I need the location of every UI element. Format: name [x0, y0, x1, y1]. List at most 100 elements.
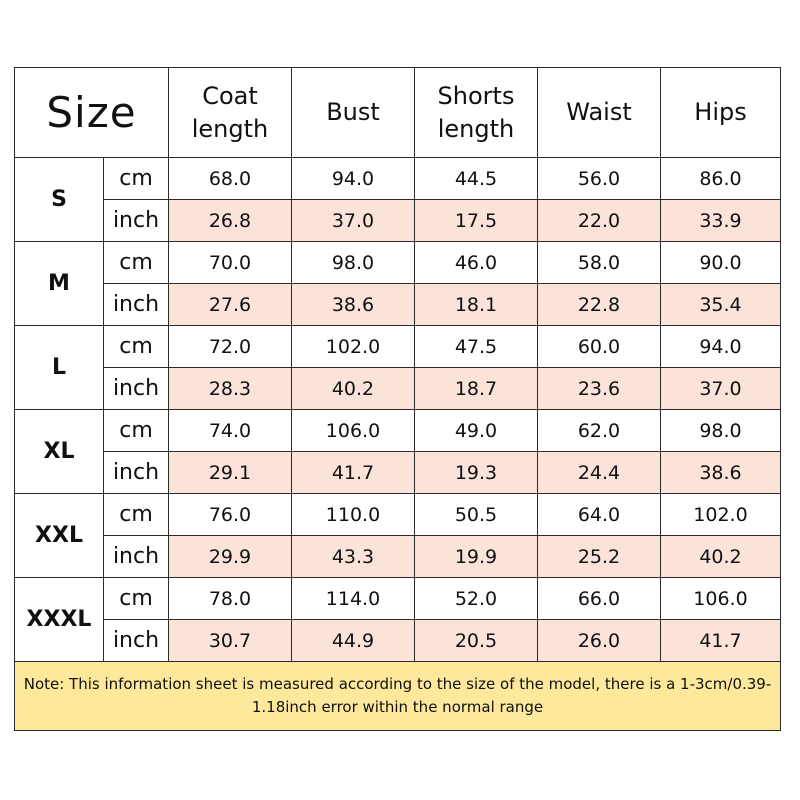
measurement-value: 18.7 [414, 367, 538, 410]
measurement-value: 37.0 [291, 199, 415, 242]
measurement-value: 26.0 [537, 619, 661, 662]
measurement-value: 86.0 [660, 157, 781, 200]
measurement-value: 38.6 [291, 283, 415, 326]
unit-label: cm [103, 241, 169, 284]
measurement-value: 49.0 [414, 409, 538, 452]
size-label: XL [14, 409, 104, 494]
size-row-inch: inch 28.3 40.2 18.7 23.6 37.0 [15, 367, 781, 410]
measurement-value: 20.5 [414, 619, 538, 662]
column-header-line: length [437, 114, 515, 143]
measurement-value: 90.0 [660, 241, 781, 284]
measurement-value: 44.9 [291, 619, 415, 662]
column-header-line: Bust [326, 98, 380, 126]
measurement-value: 98.0 [660, 409, 781, 452]
measurement-value: 47.5 [414, 325, 538, 368]
measurement-value: 58.0 [537, 241, 661, 284]
measurement-value: 102.0 [291, 325, 415, 368]
size-chart-table: Size Coat length Bust Shorts length Waist Hips… [14, 67, 781, 731]
size-column-title: Size [14, 67, 169, 158]
size-chart-frame: Size Coat length Bust Shorts length Waist Hips… [14, 67, 781, 733]
measurement-value: 98.0 [291, 241, 415, 284]
measurement-value: 17.5 [414, 199, 538, 242]
measurement-value: 102.0 [660, 493, 781, 536]
measurement-note: Note: This information sheet is measured… [14, 661, 781, 731]
column-header-line: Hips [694, 98, 747, 126]
size-row-inch: inch 29.1 41.7 19.3 24.4 38.6 [15, 451, 781, 494]
measurement-value: 114.0 [291, 577, 415, 620]
measurement-value: 64.0 [537, 493, 661, 536]
measurement-value: 19.9 [414, 535, 538, 578]
measurement-value: 29.9 [168, 535, 292, 578]
size-row-inch: inch 26.8 37.0 17.5 22.0 33.9 [15, 199, 781, 242]
measurement-value: 37.0 [660, 367, 781, 410]
size-label: XXXL [14, 577, 104, 662]
measurement-value: 62.0 [537, 409, 661, 452]
unit-label: cm [103, 577, 169, 620]
column-header: Hips [660, 67, 781, 158]
size-row-inch: inch 27.6 38.6 18.1 22.8 35.4 [15, 283, 781, 326]
unit-label: cm [103, 493, 169, 536]
measurement-value: 76.0 [168, 493, 292, 536]
measurement-value: 22.8 [537, 283, 661, 326]
size-row-inch: inch 30.7 44.9 20.5 26.0 41.7 [15, 619, 781, 662]
measurement-value: 19.3 [414, 451, 538, 494]
measurement-value: 24.4 [537, 451, 661, 494]
measurement-value: 33.9 [660, 199, 781, 242]
measurement-value: 25.2 [537, 535, 661, 578]
measurement-value: 46.0 [414, 241, 538, 284]
measurement-value: 23.6 [537, 367, 661, 410]
size-row-cm: XXL cm 76.0 110.0 50.5 64.0 102.0 [14, 493, 781, 578]
measurement-value: 106.0 [291, 409, 415, 452]
column-header-line: length [191, 114, 269, 143]
size-row-cm: XXXL cm 78.0 114.0 52.0 66.0 106.0 [14, 577, 781, 662]
measurement-value: 106.0 [660, 577, 781, 620]
measurement-value: 41.7 [291, 451, 415, 494]
unit-label: inch [103, 199, 169, 242]
measurement-value: 52.0 [414, 577, 538, 620]
size-label: XXL [14, 493, 104, 578]
measurement-value: 30.7 [168, 619, 292, 662]
measurement-value: 72.0 [168, 325, 292, 368]
measurement-value: 56.0 [537, 157, 661, 200]
unit-label: inch [103, 619, 169, 662]
unit-label: inch [103, 283, 169, 326]
column-header: Coat length [168, 67, 292, 158]
column-header: Waist [537, 67, 661, 158]
column-header-line: Shorts [437, 81, 515, 110]
column-header: Bust [291, 67, 415, 158]
measurement-value: 43.3 [291, 535, 415, 578]
measurement-value: 44.5 [414, 157, 538, 200]
measurement-value: 35.4 [660, 283, 781, 326]
size-label: S [14, 157, 104, 242]
note-row: Note: This information sheet is measured… [14, 661, 781, 731]
unit-label: cm [103, 157, 169, 200]
header-row: Size Coat length Bust Shorts length Waist Hips [14, 67, 781, 158]
column-header-line: Waist [566, 98, 632, 126]
measurement-value: 60.0 [537, 325, 661, 368]
column-header: Shorts length [414, 67, 538, 158]
measurement-value: 70.0 [168, 241, 292, 284]
measurement-value: 110.0 [291, 493, 415, 536]
size-row-inch: inch 29.9 43.3 19.9 25.2 40.2 [15, 535, 781, 578]
unit-label: cm [103, 409, 169, 452]
measurement-value: 41.7 [660, 619, 781, 662]
measurement-value: 94.0 [291, 157, 415, 200]
measurement-value: 38.6 [660, 451, 781, 494]
size-row-cm: XL cm 74.0 106.0 49.0 62.0 98.0 [14, 409, 781, 494]
measurement-value: 66.0 [537, 577, 661, 620]
size-label: M [14, 241, 104, 326]
measurement-value: 22.0 [537, 199, 661, 242]
unit-label: inch [103, 451, 169, 494]
measurement-value: 28.3 [168, 367, 292, 410]
size-label: L [14, 325, 104, 410]
measurement-value: 50.5 [414, 493, 538, 536]
column-header-line: Coat [202, 81, 258, 110]
measurement-value: 74.0 [168, 409, 292, 452]
measurement-value: 78.0 [168, 577, 292, 620]
unit-label: cm [103, 325, 169, 368]
measurement-value: 18.1 [414, 283, 538, 326]
measurement-value: 26.8 [168, 199, 292, 242]
